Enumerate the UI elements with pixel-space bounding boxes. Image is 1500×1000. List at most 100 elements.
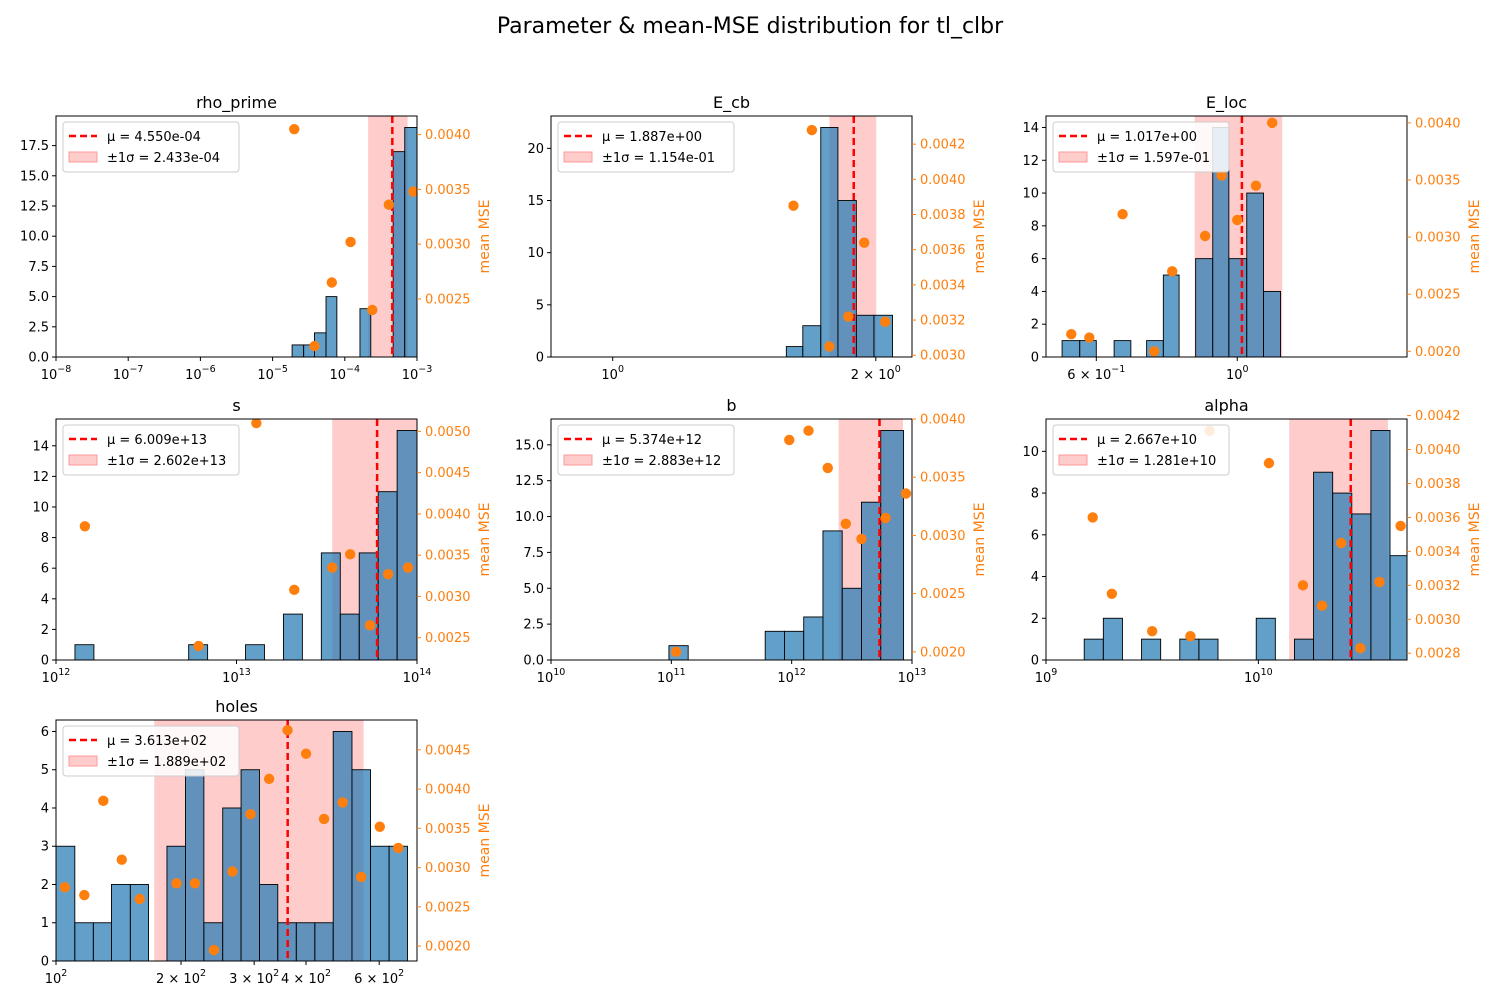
mse-point [326, 562, 338, 573]
mse-point [98, 795, 109, 807]
y-tick-label: 0.0 [28, 351, 49, 366]
histogram-bar [822, 530, 843, 660]
histogram-bar [841, 587, 862, 660]
histogram-bar [166, 845, 186, 961]
mse-point [1146, 625, 1158, 637]
legend-box [62, 424, 240, 476]
x-tick-label: 6 × 102 [354, 968, 404, 987]
legend-box [62, 121, 240, 173]
y-tick-label: 7.5 [28, 260, 49, 275]
y2-axis-label: mean MSE [972, 503, 988, 577]
legend-mean-label: μ = 1.017e+00 [1097, 130, 1197, 145]
x-tick-label: 3 × 102 [229, 968, 279, 987]
x-tick-label: 102 [45, 968, 68, 987]
mse-point [383, 199, 395, 210]
y2-tick-label: 0.0040 [1415, 443, 1461, 458]
y-tick-label: 10 [1022, 445, 1039, 460]
y2-tick-label: 0.0030 [920, 529, 966, 544]
histogram-bar [803, 616, 824, 660]
mse-point [171, 878, 182, 889]
legend-sigma-label: ±1σ = 1.597e-01 [1097, 151, 1210, 166]
y-tick-label: 6 [41, 562, 49, 577]
legend-mean-label: μ = 1.887e+00 [602, 130, 702, 145]
mse-point [879, 316, 891, 328]
y2-tick-label: 0.0025 [920, 587, 966, 602]
mse-point [374, 821, 385, 832]
y-tick-label: 2 [41, 878, 49, 893]
mse-point [309, 340, 320, 352]
y-tick-label: 15 [527, 194, 544, 209]
y2-tick-label: 0.0042 [920, 138, 966, 153]
legend: μ = 5.374e+12 ±1σ = 2.883e+12 [557, 424, 735, 476]
y2-tick-label: 0.0050 [425, 425, 471, 440]
mse-point [840, 518, 852, 529]
y-tick-label: 5.0 [523, 582, 544, 597]
mse-point [193, 640, 204, 652]
y-tick-label: 2 [1031, 318, 1039, 333]
y-tick-label: 0 [536, 351, 544, 366]
mse-point [1087, 512, 1098, 523]
y-tick-label: 6 [1031, 528, 1039, 543]
histogram-bar [1255, 617, 1276, 660]
y-tick-label: 10 [527, 246, 544, 261]
legend-mean-label: μ = 6.009e+13 [107, 433, 207, 448]
legend-sigma-swatch [68, 151, 98, 163]
y2-tick-label: 0.0035 [425, 183, 471, 198]
x-tick-label: 1012 [42, 667, 71, 686]
y-tick-label: 6 [1031, 252, 1039, 267]
mse-point [806, 124, 818, 136]
mse-point [1355, 642, 1366, 654]
histogram-bar [74, 922, 94, 961]
histogram-bar [802, 325, 822, 357]
y-tick-label: 10 [1022, 187, 1039, 202]
mse-point [856, 533, 867, 545]
histogram-bar [282, 613, 303, 660]
y-tick-label: 10.0 [20, 230, 49, 245]
mse-point [326, 277, 338, 288]
mse-point [79, 521, 91, 532]
histogram-bar [861, 501, 882, 660]
mse-point [803, 425, 814, 436]
histogram-bar [56, 845, 76, 961]
mse-point [337, 797, 348, 808]
histogram-bar [1332, 492, 1353, 660]
y-tick-label: 0 [41, 955, 49, 970]
mse-point [1185, 631, 1196, 642]
histogram-bar [203, 922, 224, 961]
y2-tick-label: 0.0034 [920, 278, 966, 293]
y-tick-label: 5 [41, 763, 49, 778]
subplot-title: holes [215, 697, 258, 716]
y2-tick-label: 0.0030 [920, 349, 966, 364]
subplot-title: E_cb [713, 93, 750, 113]
mse-point [843, 311, 854, 322]
histogram-bar [764, 630, 785, 660]
x-tick-label: 10−6 [185, 364, 216, 383]
mse-point [1232, 214, 1243, 226]
y-tick-label: 0 [1031, 351, 1039, 366]
histogram-bar [240, 769, 260, 961]
histogram-bar [92, 922, 112, 961]
mse-point [364, 620, 376, 631]
y-tick-label: 8 [1031, 219, 1039, 234]
histogram-bar [1141, 638, 1162, 660]
mse-point [1335, 537, 1347, 549]
y-tick-label: 10 [32, 500, 49, 515]
legend: μ = 2.667e+10 ±1σ = 1.281e+10 [1052, 424, 1230, 476]
subplot-s: s024681012140.00250.00300.00350.00400.00… [32, 396, 493, 686]
y-tick-label: 5.0 [28, 290, 49, 305]
y-tick-label: 6 [41, 725, 49, 740]
histogram-bar [404, 127, 417, 357]
x-tick-label: 1010 [1244, 667, 1273, 686]
legend-sigma-swatch [68, 454, 98, 466]
x-tick-label: 10−3 [402, 364, 433, 383]
legend-box [557, 121, 735, 173]
mse-point [880, 512, 891, 524]
legend-sigma-swatch [563, 454, 593, 466]
mse-point [79, 889, 90, 901]
histogram-bar [370, 845, 390, 961]
mse-point [1297, 580, 1309, 591]
mse-point [1148, 346, 1160, 357]
x-tick-label: 10−4 [330, 364, 361, 383]
